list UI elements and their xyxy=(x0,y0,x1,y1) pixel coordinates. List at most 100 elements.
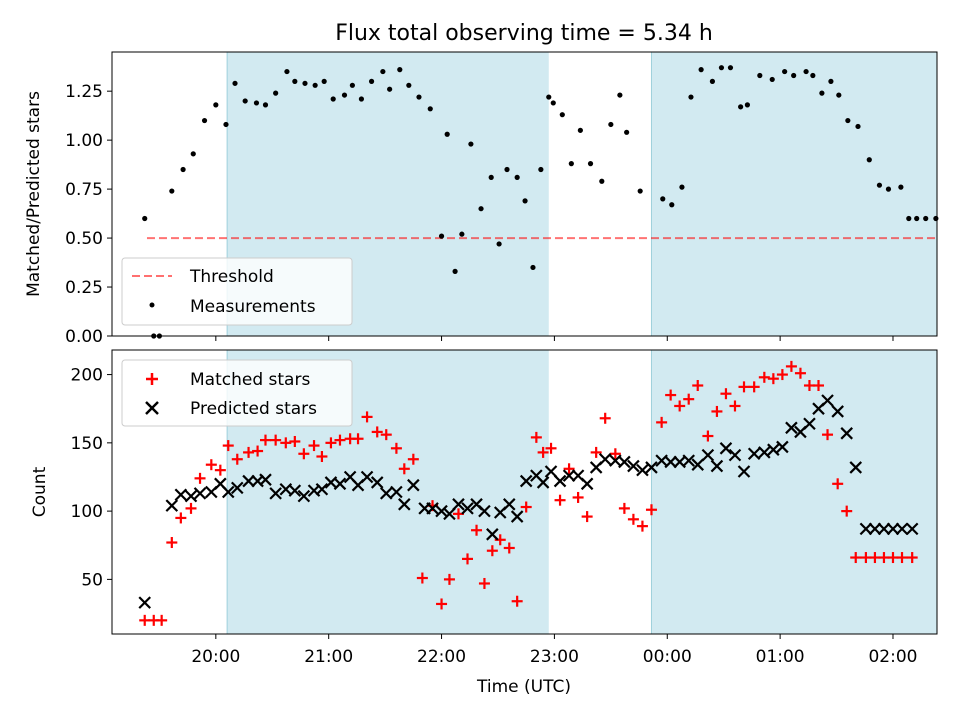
matched-star-point xyxy=(683,393,695,405)
matched-star-point xyxy=(371,426,383,438)
bot-y-tick-label: 50 xyxy=(81,570,103,590)
measurement-point xyxy=(782,68,788,75)
predicted-star-point xyxy=(636,463,649,477)
measurement-point xyxy=(530,264,536,271)
measurement-point xyxy=(803,68,809,75)
measurement-point xyxy=(744,102,750,108)
measurement-point xyxy=(568,161,574,167)
measurement-point xyxy=(242,98,248,104)
measurement-point xyxy=(688,94,694,100)
predicted-star-point xyxy=(553,474,567,488)
matched-star-point xyxy=(841,505,853,517)
top-legend: Threshold Measurements xyxy=(121,257,353,326)
measurement-point xyxy=(488,174,494,180)
measurement-point xyxy=(292,78,298,84)
matched-star-point xyxy=(545,442,557,454)
matched-star-point xyxy=(748,381,760,393)
predicted-star-point xyxy=(886,522,900,536)
measurement-point xyxy=(669,202,675,208)
predicted-star-point xyxy=(627,459,640,473)
measurement-point xyxy=(349,82,355,88)
top-y-tick-label: 0.75 xyxy=(65,180,103,200)
predicted-star-point xyxy=(895,522,909,536)
measurement-point xyxy=(312,82,318,88)
measurement-point xyxy=(142,215,148,222)
predicted-star-point xyxy=(682,454,695,467)
measurement-point xyxy=(709,78,716,84)
measurement-point xyxy=(698,67,704,73)
measurement-point xyxy=(866,157,872,163)
top-panel: 0.00 0.25 0.50 0.75 1.00 1.25 Matched/Predict… xyxy=(24,51,939,347)
measurement-point xyxy=(444,131,450,137)
predicted-star-point xyxy=(536,476,550,489)
top-y-tick-label: 0.00 xyxy=(65,327,103,347)
matched-star-point xyxy=(503,542,515,554)
matched-star-point xyxy=(767,373,779,385)
matched-star-point xyxy=(443,573,455,585)
predicted-star-point xyxy=(701,448,715,462)
matched-star-point xyxy=(416,572,428,584)
predicted-star-point xyxy=(737,465,751,478)
predicted-star-point xyxy=(618,455,631,469)
predicted-star-point xyxy=(379,487,393,500)
measurement-point xyxy=(201,117,208,124)
measurement-point xyxy=(522,198,528,204)
matched-star-point xyxy=(214,464,226,476)
bot-observing-span-1 xyxy=(651,350,937,634)
measurement-point xyxy=(828,78,834,84)
measurement-point xyxy=(624,129,630,135)
measurement-point xyxy=(727,65,734,71)
matched-star-point xyxy=(259,434,271,446)
top-legend-box xyxy=(121,257,353,326)
measurement-point xyxy=(341,92,348,98)
predicted-star-point xyxy=(803,417,816,431)
predicted-star-point xyxy=(710,459,724,473)
measurement-point xyxy=(769,76,775,83)
top-y-tick-label: 1.00 xyxy=(65,131,103,151)
measurement-point xyxy=(819,90,825,96)
predicted-star-point xyxy=(443,507,456,521)
predicted-star-point xyxy=(519,474,533,488)
predicted-star-point xyxy=(193,487,207,500)
matched-star-point xyxy=(407,453,419,465)
measurement-point xyxy=(550,100,556,106)
predicted-star-point xyxy=(138,596,152,609)
measurement-point xyxy=(876,182,883,188)
predicted-star-point xyxy=(758,446,771,459)
matched-star-point xyxy=(812,380,824,391)
x-tick-label: 00:00 xyxy=(643,647,692,667)
predicted-star-point xyxy=(877,522,891,536)
measurement-point xyxy=(757,72,763,79)
measurement-point xyxy=(284,68,290,75)
predicted-star-point xyxy=(315,482,329,496)
x-tick-label: 23:00 xyxy=(530,647,579,667)
measurement-point xyxy=(845,117,851,124)
predicted-star-point xyxy=(221,485,235,499)
matched-star-point xyxy=(850,552,862,564)
predicted-star-point xyxy=(360,470,374,484)
x-tick-label: 20:00 xyxy=(191,647,240,667)
predicted-star-point xyxy=(242,474,255,488)
measurement-point xyxy=(478,206,484,212)
predicted-star-point xyxy=(288,484,302,497)
x-axis-label: Time (UTC) xyxy=(476,677,571,697)
matched-star-point xyxy=(906,552,918,564)
measurement-point xyxy=(906,215,912,222)
matched-star-point xyxy=(361,411,373,423)
predicted-star-point xyxy=(398,498,411,511)
top-y-axis-label: Matched/Predicted stars xyxy=(24,91,44,297)
predicted-star-point xyxy=(859,522,873,536)
legend-measurements-swatch xyxy=(149,302,155,308)
predicted-star-point xyxy=(461,502,474,515)
measurement-point xyxy=(617,92,623,98)
matched-star-point xyxy=(581,511,593,523)
measurement-point xyxy=(836,92,842,98)
x-tick-label: 21:00 xyxy=(304,647,353,667)
measurement-point xyxy=(416,94,422,100)
predicted-star-point xyxy=(297,489,311,503)
matched-star-point xyxy=(205,459,217,471)
measurement-point xyxy=(660,196,666,202)
matched-star-point xyxy=(627,513,639,525)
measurement-point xyxy=(387,86,393,92)
